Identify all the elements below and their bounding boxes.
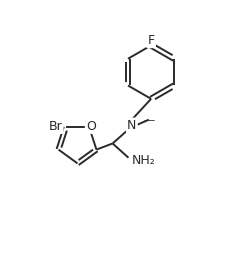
Text: NH₂: NH₂ <box>131 154 154 167</box>
Text: F: F <box>147 34 154 47</box>
Text: —: — <box>143 115 154 125</box>
Text: O: O <box>86 120 96 133</box>
Text: N: N <box>127 119 136 132</box>
Text: Br: Br <box>49 120 62 133</box>
